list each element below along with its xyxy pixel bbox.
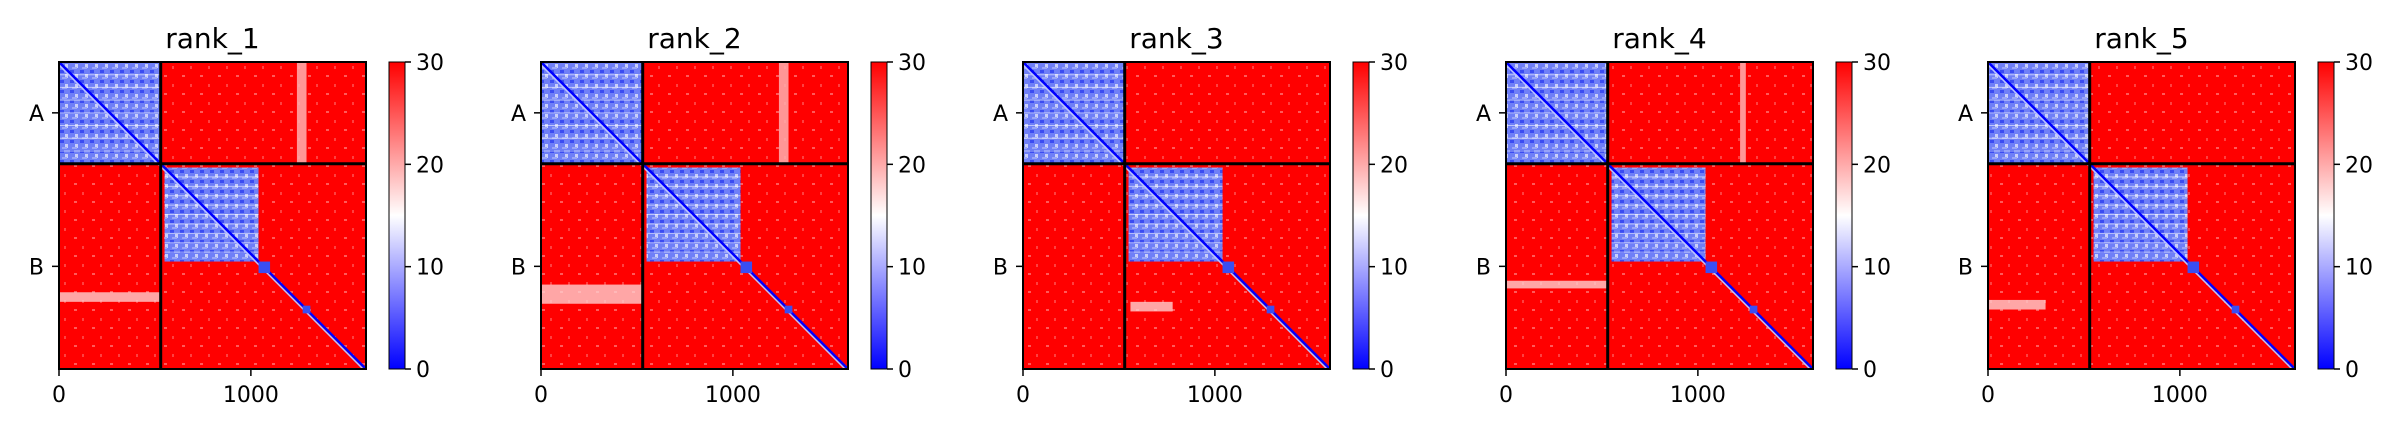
- band: [1740, 62, 1746, 164]
- panel-rank_4: rank_4 0 1000 A B 0 10 20 30: [1476, 22, 1891, 408]
- colorbar-tick-label: 10: [898, 256, 926, 281]
- panel-title: rank_5: [2094, 22, 2188, 55]
- colorbar-tick-label: 20: [898, 153, 926, 178]
- diagonal-halo: [1505, 64, 1811, 370]
- colorbar-tick-label: 0: [898, 358, 912, 383]
- x-tick-label: 0: [1016, 383, 1030, 408]
- heatmap: [1505, 61, 1814, 370]
- x-tick-label: 1000: [1187, 383, 1243, 408]
- x-tick-label: 0: [1499, 383, 1513, 408]
- colorbar-tick-label: 20: [1863, 153, 1891, 178]
- plot-frame: [58, 61, 367, 370]
- y-chain-label: A: [1476, 102, 1491, 127]
- domain-blob: [1705, 261, 1718, 274]
- heatmap: [540, 61, 849, 370]
- colorbar-tick-label: 10: [416, 256, 444, 281]
- x-tick-label: 1000: [2152, 383, 2208, 408]
- diagonal: [1987, 61, 2296, 370]
- diagonal-halo: [58, 64, 364, 370]
- panel-title: rank_1: [165, 22, 259, 55]
- colorbar: [1835, 61, 1853, 370]
- panel-rank_3: rank_3 0 1000 A B 0 10 20 30: [993, 22, 1408, 408]
- colorbar-tick-label: 0: [1863, 358, 1877, 383]
- colorbar-tick-label: 0: [416, 358, 430, 383]
- y-chain-label: B: [1476, 255, 1491, 280]
- low-region: [59, 292, 161, 302]
- low-region: [1988, 299, 2046, 310]
- heatmap: [58, 61, 367, 370]
- low-region: [1506, 280, 1608, 289]
- panel-rank_2: rank_2 0 1000 A B 0 10 20 30: [511, 22, 926, 408]
- diagonal: [1022, 61, 1331, 370]
- colorbar-tick-label: 20: [416, 153, 444, 178]
- colorbar-tick-label: 10: [2345, 256, 2373, 281]
- diagonal: [540, 61, 849, 370]
- domain-blob: [784, 305, 793, 314]
- x-tick-label: 0: [52, 383, 66, 408]
- panel-title: rank_2: [647, 22, 741, 55]
- colorbar-tick-label: 30: [898, 51, 926, 76]
- y-chain-label: B: [1958, 255, 1973, 280]
- plot-frame: [1505, 61, 1814, 370]
- y-chain-label: B: [511, 255, 526, 280]
- heatmap: [1987, 61, 2296, 370]
- low-region: [541, 284, 643, 304]
- domain-blob: [2231, 305, 2240, 314]
- diagonal: [1505, 61, 1814, 370]
- domain-blob: [740, 261, 753, 274]
- y-chain-label: A: [1958, 102, 1973, 127]
- low-region: [1130, 301, 1173, 312]
- x-tick-label: 0: [1981, 383, 1995, 408]
- domain-blob: [1266, 305, 1275, 314]
- panel-title: rank_4: [1612, 22, 1706, 55]
- colorbar: [870, 61, 888, 370]
- plot-frame: [1022, 61, 1331, 370]
- colorbar-tick-label: 30: [416, 51, 444, 76]
- x-tick-label: 0: [534, 383, 548, 408]
- colorbar-tick-label: 0: [1380, 358, 1394, 383]
- plot-frame: [540, 61, 849, 370]
- plot-frame: [1987, 61, 2296, 370]
- x-tick-label: 1000: [705, 383, 761, 408]
- colorbar-tick-label: 10: [1863, 256, 1891, 281]
- domain-blob: [1222, 261, 1235, 274]
- domain-blob: [302, 305, 311, 314]
- colorbar-tick-label: 10: [1380, 256, 1408, 281]
- domain-blob: [258, 261, 271, 274]
- diagonal-halo: [1022, 64, 1328, 370]
- diagonal-halo: [1987, 64, 2293, 370]
- x-tick-label: 1000: [1670, 383, 1726, 408]
- panel-rank_1: rank_1 0 1000 A B 0 10 20 30: [29, 22, 444, 408]
- colorbar-tick-label: 30: [1863, 51, 1891, 76]
- panel-rank_5: rank_5 0 1000 A B 0 10 20 30: [1958, 22, 2373, 408]
- y-chain-label: A: [29, 102, 44, 127]
- colorbar: [388, 61, 406, 370]
- colorbar-tick-label: 30: [1380, 51, 1408, 76]
- band: [296, 62, 307, 164]
- band: [778, 62, 789, 164]
- colorbar-tick-label: 20: [2345, 153, 2373, 178]
- colorbar-tick-label: 0: [2345, 358, 2359, 383]
- colorbar-tick-label: 20: [1380, 153, 1408, 178]
- y-chain-label: A: [993, 102, 1008, 127]
- colorbar: [1352, 61, 1370, 370]
- colorbar: [2317, 61, 2335, 370]
- x-tick-label: 1000: [223, 383, 279, 408]
- colorbar-tick-label: 30: [2345, 51, 2373, 76]
- domain-blob: [1749, 305, 1758, 314]
- y-chain-label: A: [511, 102, 526, 127]
- y-chain-label: B: [993, 255, 1008, 280]
- domain-blob: [2187, 261, 2200, 274]
- y-chain-label: B: [29, 255, 44, 280]
- panel-title: rank_3: [1129, 22, 1223, 55]
- diagonal: [58, 61, 367, 370]
- diagonal-halo: [540, 64, 846, 370]
- heatmap: [1022, 61, 1331, 370]
